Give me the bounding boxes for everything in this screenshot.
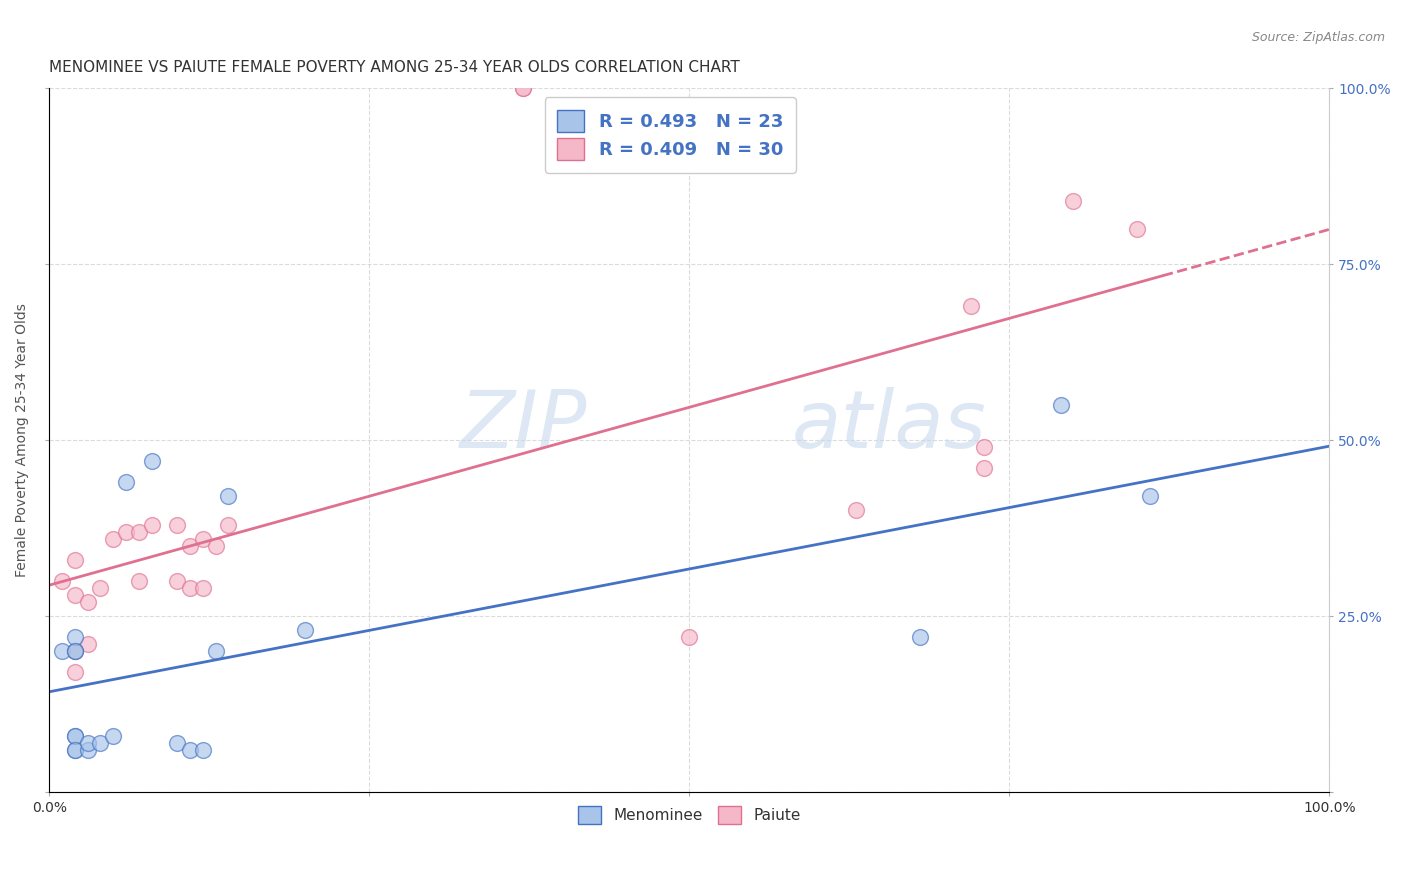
Point xyxy=(101,532,124,546)
Point xyxy=(191,532,214,546)
Point xyxy=(294,623,316,637)
Text: MENOMINEE VS PAIUTE FEMALE POVERTY AMONG 25-34 YEAR OLDS CORRELATION CHART: MENOMINEE VS PAIUTE FEMALE POVERTY AMONG… xyxy=(49,60,740,75)
Point xyxy=(179,539,201,553)
Point xyxy=(204,644,226,658)
Point xyxy=(512,81,534,95)
Point xyxy=(166,574,188,588)
Point xyxy=(63,644,86,658)
Point xyxy=(191,743,214,757)
Point xyxy=(101,729,124,743)
Point xyxy=(63,644,86,658)
Point xyxy=(51,644,73,658)
Text: Source: ZipAtlas.com: Source: ZipAtlas.com xyxy=(1251,31,1385,45)
Text: ZIP: ZIP xyxy=(460,387,586,465)
Point xyxy=(217,517,239,532)
Point xyxy=(204,539,226,553)
Point xyxy=(217,490,239,504)
Point xyxy=(1062,194,1084,208)
Point xyxy=(115,524,138,539)
Point xyxy=(128,574,150,588)
Point xyxy=(63,743,86,757)
Point xyxy=(63,553,86,567)
Point xyxy=(1049,398,1071,412)
Point xyxy=(166,517,188,532)
Point xyxy=(191,581,214,595)
Point xyxy=(89,736,111,750)
Point xyxy=(63,644,86,658)
Point xyxy=(128,524,150,539)
Point xyxy=(166,736,188,750)
Point xyxy=(678,630,700,644)
Point xyxy=(179,581,201,595)
Point xyxy=(63,729,86,743)
Text: atlas: atlas xyxy=(792,387,987,465)
Point xyxy=(63,630,86,644)
Point xyxy=(908,630,931,644)
Point xyxy=(973,461,995,475)
Point xyxy=(76,637,98,651)
Point xyxy=(973,440,995,454)
Point xyxy=(63,588,86,602)
Point xyxy=(76,743,98,757)
Point xyxy=(141,517,163,532)
Point xyxy=(51,574,73,588)
Point xyxy=(141,454,163,468)
Point xyxy=(512,81,534,95)
Point xyxy=(63,729,86,743)
Point xyxy=(63,665,86,680)
Y-axis label: Female Poverty Among 25-34 Year Olds: Female Poverty Among 25-34 Year Olds xyxy=(15,303,30,577)
Point xyxy=(960,300,983,314)
Point xyxy=(76,595,98,609)
Point xyxy=(845,503,868,517)
Legend: Menominee, Paiute: Menominee, Paiute xyxy=(569,797,810,834)
Point xyxy=(115,475,138,490)
Point xyxy=(89,581,111,595)
Point xyxy=(1139,490,1161,504)
Point xyxy=(1126,222,1149,236)
Point xyxy=(179,743,201,757)
Point xyxy=(76,736,98,750)
Point xyxy=(63,743,86,757)
